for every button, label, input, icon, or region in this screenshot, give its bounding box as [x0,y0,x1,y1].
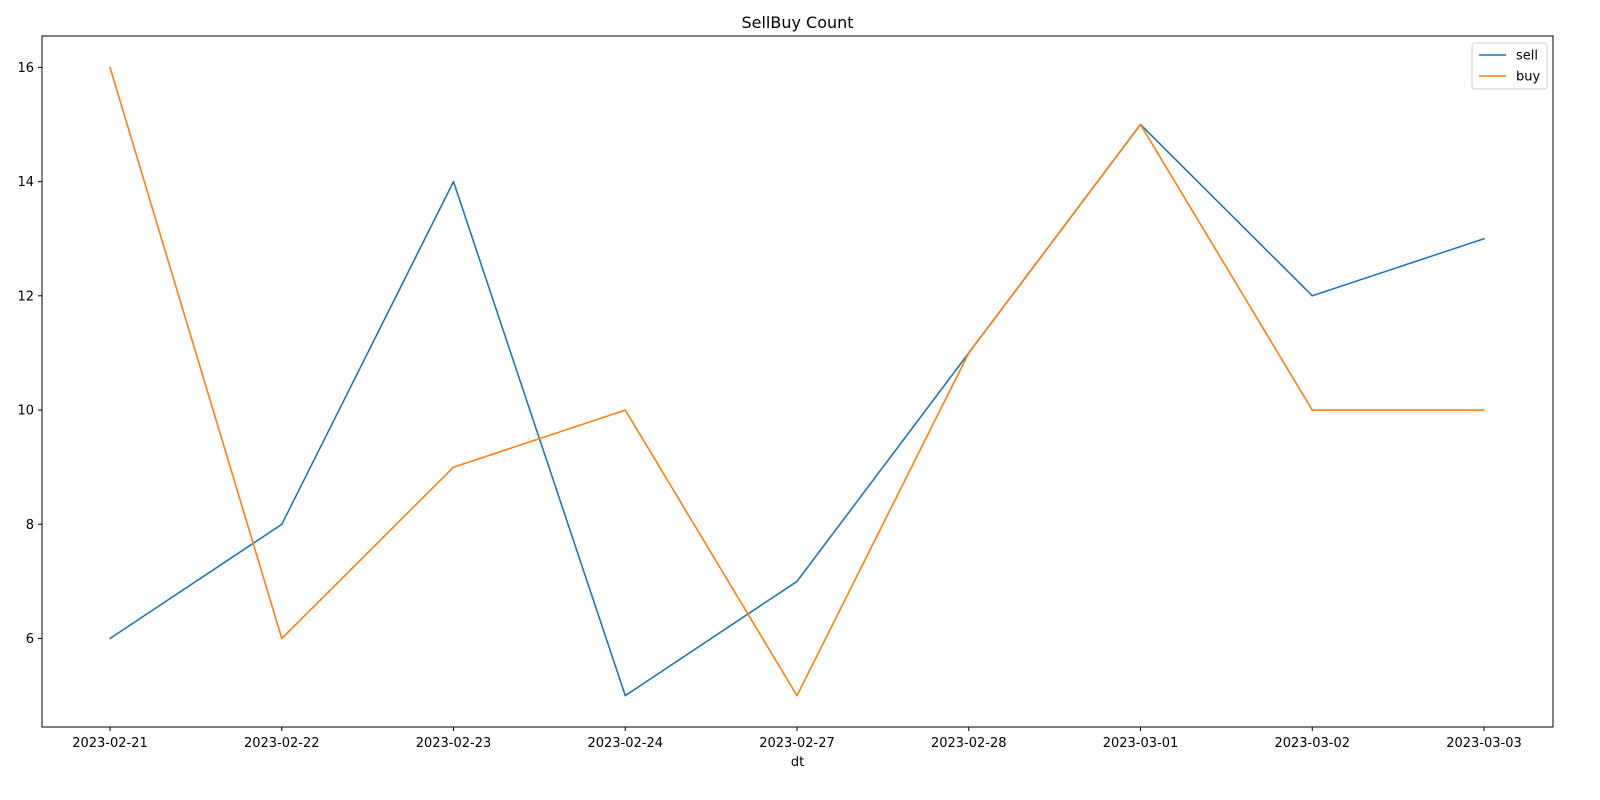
legend: sell buy [1471,42,1548,90]
data-point-sell [280,523,283,526]
x-tick-label: 2023-02-21 [72,736,148,751]
y-tick-label: 12 [17,289,34,304]
data-point-sell [1311,295,1314,297]
data-point-buy [109,66,111,69]
legend-label-sell: sell [1516,49,1538,64]
x-tick-label: 2023-02-24 [587,736,663,751]
y-tick-label: 16 [17,61,34,76]
y-tick-label: 8 [26,518,34,533]
chart-title: SellBuy Count [741,13,853,32]
x-tick-label: 2023-02-23 [416,736,492,751]
y-axis: 6 8 10 12 14 16 [17,61,42,647]
x-tick-label: 2023-02-28 [931,736,1007,751]
data-point-buy [1483,409,1485,411]
data-point-buy [280,637,283,640]
x-tick-label: 2023-02-27 [759,736,835,751]
x-axis-label: dt [791,755,804,770]
data-point-sell [452,180,455,183]
x-tick-label: 2023-03-02 [1274,736,1350,751]
data-point-buy [967,352,970,354]
data-point-buy [1311,409,1314,411]
data-point-buy [1139,123,1142,126]
x-axis: 2023-02-21 2023-02-22 2023-02-23 2023-02-24… [72,727,1522,751]
y-tick-label: 10 [17,404,34,419]
data-point-buy [452,466,455,468]
data-point-buy [796,694,798,697]
legend-label-buy: buy [1516,70,1540,85]
x-tick-label: 2023-03-01 [1103,736,1179,751]
y-tick-label: 6 [26,632,34,647]
data-point-sell [1483,237,1485,240]
data-point-sell [624,694,627,697]
data-point-buy [624,409,627,411]
data-point-sell [109,637,111,640]
x-tick-label: 2023-03-03 [1446,736,1522,751]
data-point-sell [796,580,798,583]
series-lines [109,66,1485,697]
y-tick-label: 14 [17,175,34,190]
x-tick-label: 2023-02-22 [244,736,320,751]
